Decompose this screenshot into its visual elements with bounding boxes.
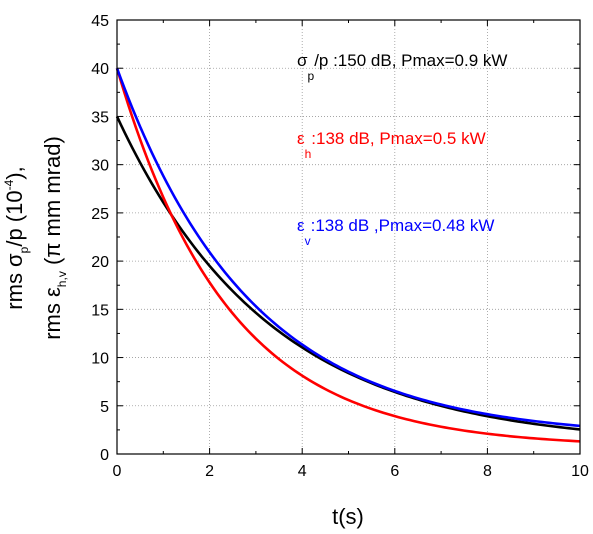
x-tick-label: 10 bbox=[571, 463, 589, 480]
y-tick-label: 30 bbox=[91, 158, 109, 175]
x-tick-label: 6 bbox=[390, 463, 399, 480]
x-tick-label: 0 bbox=[113, 463, 122, 480]
annotations: σp/p :150 dB, Pmax=0.9 kW εh:138 dB, Pmax… bbox=[297, 51, 507, 248]
y-tick-label: 25 bbox=[91, 206, 109, 223]
grid bbox=[117, 20, 580, 454]
series-line-1 bbox=[115, 67, 581, 443]
x-tick-label: 8 bbox=[483, 463, 492, 480]
annotation-0: σp/p :150 dB, Pmax=0.9 kW bbox=[297, 51, 507, 83]
y-tick-label: 15 bbox=[91, 302, 109, 319]
series-line-0 bbox=[115, 115, 581, 431]
y-tick-label: 35 bbox=[91, 109, 109, 126]
y-tick-label: 5 bbox=[100, 399, 109, 416]
series-group bbox=[115, 67, 581, 443]
annotation-2: εv:138 dB ,Pmax=0.48 kW bbox=[297, 216, 494, 248]
ticks: 0 5 10 15 20 25 30 35 40 45 0 2 4 6 8 10 bbox=[91, 13, 589, 480]
y-tick-label: 45 bbox=[91, 13, 109, 30]
series-line-2 bbox=[115, 67, 581, 428]
y-tick-label: 20 bbox=[91, 254, 109, 271]
y-axis-label-line1: rms σp/p (10-4), bbox=[2, 166, 31, 309]
annotation-1: εh:138 dB, Pmax=0.5 kW bbox=[297, 129, 486, 161]
x-tick-label: 4 bbox=[298, 463, 307, 480]
y-tick-label: 0 bbox=[100, 447, 109, 464]
y-axis-label-line2: rms εh,v (π mm mrad) bbox=[40, 136, 69, 340]
y-tick-label: 10 bbox=[91, 351, 109, 368]
x-tick-label: 2 bbox=[205, 463, 214, 480]
y-tick-label: 40 bbox=[91, 61, 109, 78]
x-axis-label: t(s) bbox=[332, 504, 364, 529]
